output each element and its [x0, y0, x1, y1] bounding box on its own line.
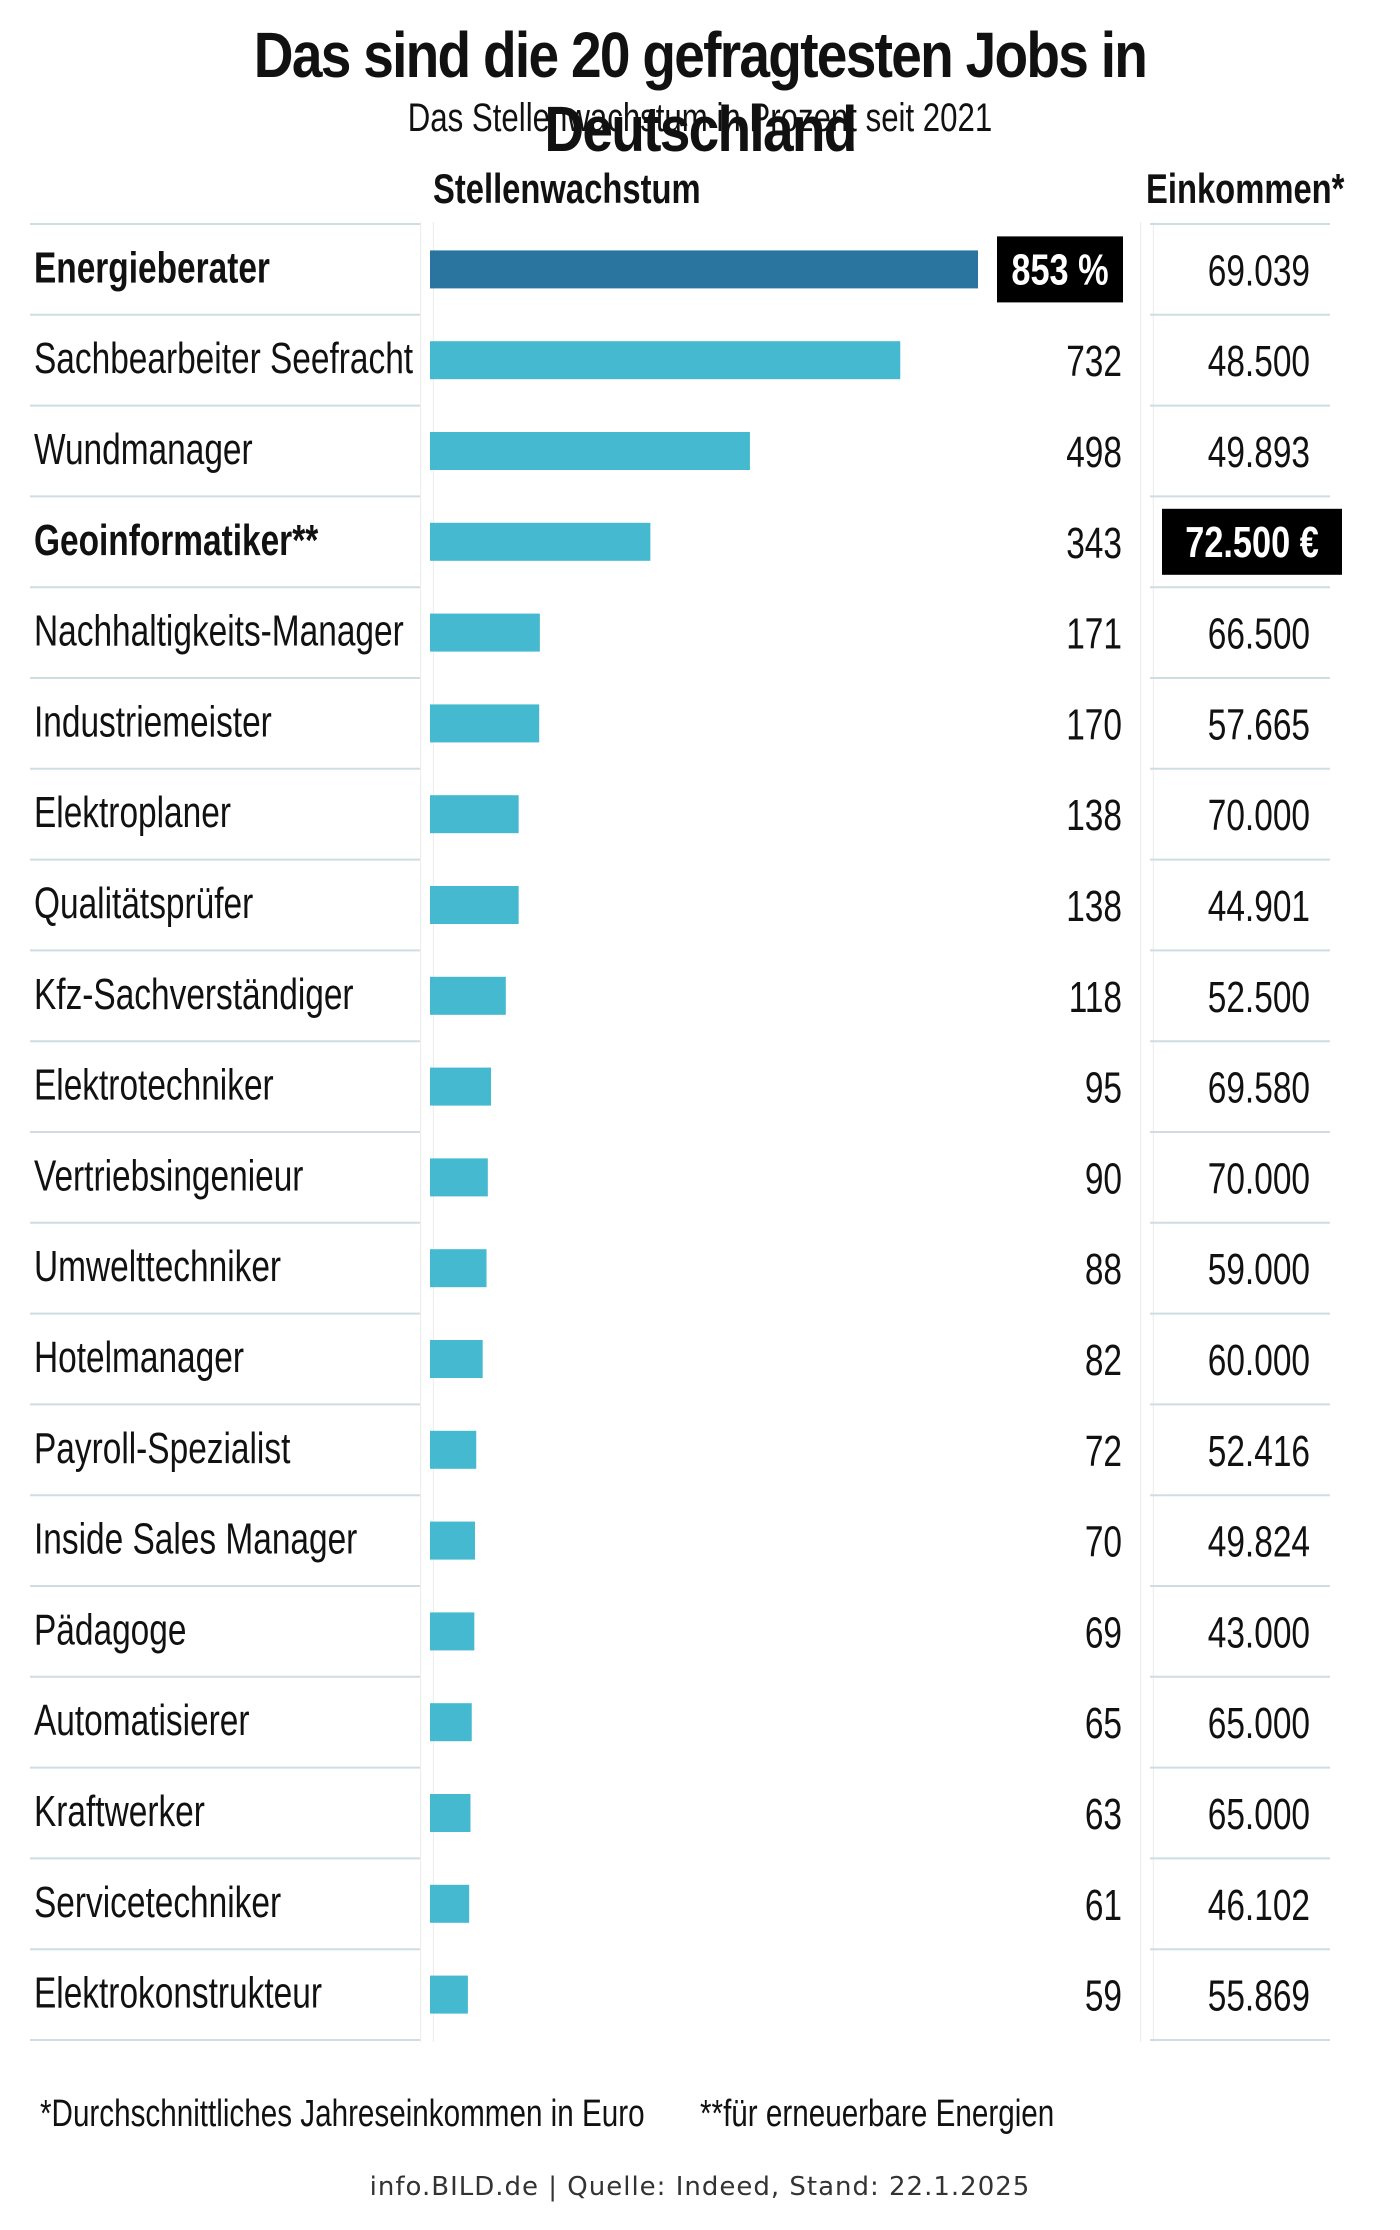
income-label: 57.665	[1208, 701, 1310, 749]
page-subtitle: Das Stellenwachstum in Prozent seit 2021	[407, 96, 993, 140]
bar	[430, 250, 978, 289]
category-label: Elektrotechniker	[34, 1061, 274, 1109]
category-label: Kraftwerker	[34, 1788, 205, 1836]
category-label: Sachbearbeiter Seefracht	[34, 335, 413, 383]
value-label: 138	[1066, 883, 1122, 931]
bar	[430, 1430, 477, 1469]
value-label: 171	[1066, 610, 1122, 658]
income-label: 65.000	[1208, 1791, 1310, 1839]
value-label: 59	[1085, 1972, 1122, 2020]
value-label: 65	[1085, 1700, 1122, 1748]
value-label-box	[997, 236, 1123, 303]
income-label: 70.000	[1208, 792, 1310, 840]
value-label: 61	[1085, 1882, 1122, 1930]
source-line: info.BILD.de | Quelle: Indeed, Stand: 22…	[369, 2172, 1031, 2202]
value-label: 118	[1069, 974, 1122, 1022]
growth-column-header: Stellenwachstum	[433, 165, 701, 212]
page-title: Das sind die 20 gefragtesten Jobs in Deu…	[253, 19, 1148, 165]
income-label: 48.500	[1208, 338, 1310, 386]
value-label: 343	[1066, 520, 1122, 568]
category-label: Hotelmanager	[34, 1334, 244, 1382]
bar	[430, 1612, 475, 1651]
value-label: 72	[1085, 1428, 1122, 1476]
bar	[430, 1975, 468, 2014]
bar	[430, 613, 540, 652]
bar	[430, 1703, 472, 1742]
value-label: 138	[1066, 792, 1122, 840]
category-label: Kfz-Sachverständiger	[34, 971, 354, 1019]
income-label: 70.000	[1208, 1155, 1310, 1203]
value-label: 88	[1085, 1246, 1122, 1294]
income-label: 60.000	[1208, 1337, 1310, 1385]
bar	[430, 1884, 470, 1923]
income-label: 72.500 €	[1185, 518, 1319, 567]
income-label: 46.102	[1208, 1882, 1310, 1930]
value-label: 853 %	[1011, 245, 1108, 294]
bar	[430, 341, 901, 380]
bar	[430, 1249, 487, 1288]
bar	[430, 522, 651, 561]
income-label: 59.000	[1208, 1246, 1310, 1294]
bar	[430, 1794, 471, 1832]
income-label: 66.500	[1208, 610, 1310, 658]
value-label: 170	[1066, 701, 1122, 749]
value-label: 69	[1085, 1609, 1122, 1657]
bar	[430, 795, 519, 834]
value-label: 63	[1085, 1791, 1122, 1839]
bar	[430, 704, 540, 743]
bar	[430, 1158, 488, 1197]
value-label: 498	[1066, 429, 1122, 477]
income-label: 44.901	[1208, 883, 1310, 931]
bar	[430, 1067, 492, 1106]
category-label: Servicetechniker	[34, 1879, 281, 1927]
bar	[430, 432, 750, 470]
value-label: 70	[1085, 1518, 1122, 1566]
bar	[430, 1521, 475, 1560]
income-label: 43.000	[1208, 1609, 1310, 1657]
category-label: Nachhaltigkeits-Manager	[34, 607, 404, 655]
category-label: Elektroplaner	[34, 789, 231, 837]
value-label: 82	[1085, 1337, 1122, 1385]
income-label: 55.869	[1208, 1972, 1310, 2020]
growth-column-shade	[420, 222, 434, 2042]
renewable-footnote: **für erneuerbare Energien	[700, 2093, 1055, 2135]
category-label: Industriemeister	[34, 698, 272, 746]
income-label: 65.000	[1208, 1700, 1310, 1748]
value-label: 732	[1066, 338, 1122, 386]
category-label: Elektrokonstrukteur	[34, 1969, 322, 2017]
income-label: 49.824	[1208, 1518, 1310, 1566]
value-label: 95	[1085, 1064, 1122, 1112]
bar	[430, 886, 519, 924]
income-column-header: Einkommen*	[1146, 165, 1345, 212]
income-label: 49.893	[1208, 429, 1310, 477]
category-label: Automatisierer	[34, 1697, 249, 1745]
category-label: Vertriebsingenieur	[34, 1152, 303, 1200]
category-label: Inside Sales Manager	[34, 1515, 357, 1563]
income-label: 52.500	[1208, 974, 1310, 1022]
value-label: 90	[1085, 1155, 1122, 1203]
bar	[430, 1340, 483, 1378]
income-label: 69.580	[1208, 1064, 1310, 1112]
category-label: Qualitätsprüfer	[34, 880, 253, 928]
category-label: Pädagoge	[34, 1606, 186, 1654]
category-label: Payroll-Spezialist	[34, 1425, 290, 1473]
bar	[430, 976, 506, 1015]
income-label: 52.416	[1208, 1428, 1310, 1476]
category-label: Wundmanager	[34, 426, 253, 474]
income-label: 69.039	[1208, 247, 1310, 295]
category-label: Geoinformatiker**	[34, 517, 319, 565]
income-footnote: *Durchschnittliches Jahreseinkommen in E…	[40, 2093, 645, 2135]
category-label: Energieberater	[34, 244, 270, 292]
category-label: Umwelttechniker	[34, 1243, 281, 1291]
income-label-box	[1162, 508, 1342, 575]
